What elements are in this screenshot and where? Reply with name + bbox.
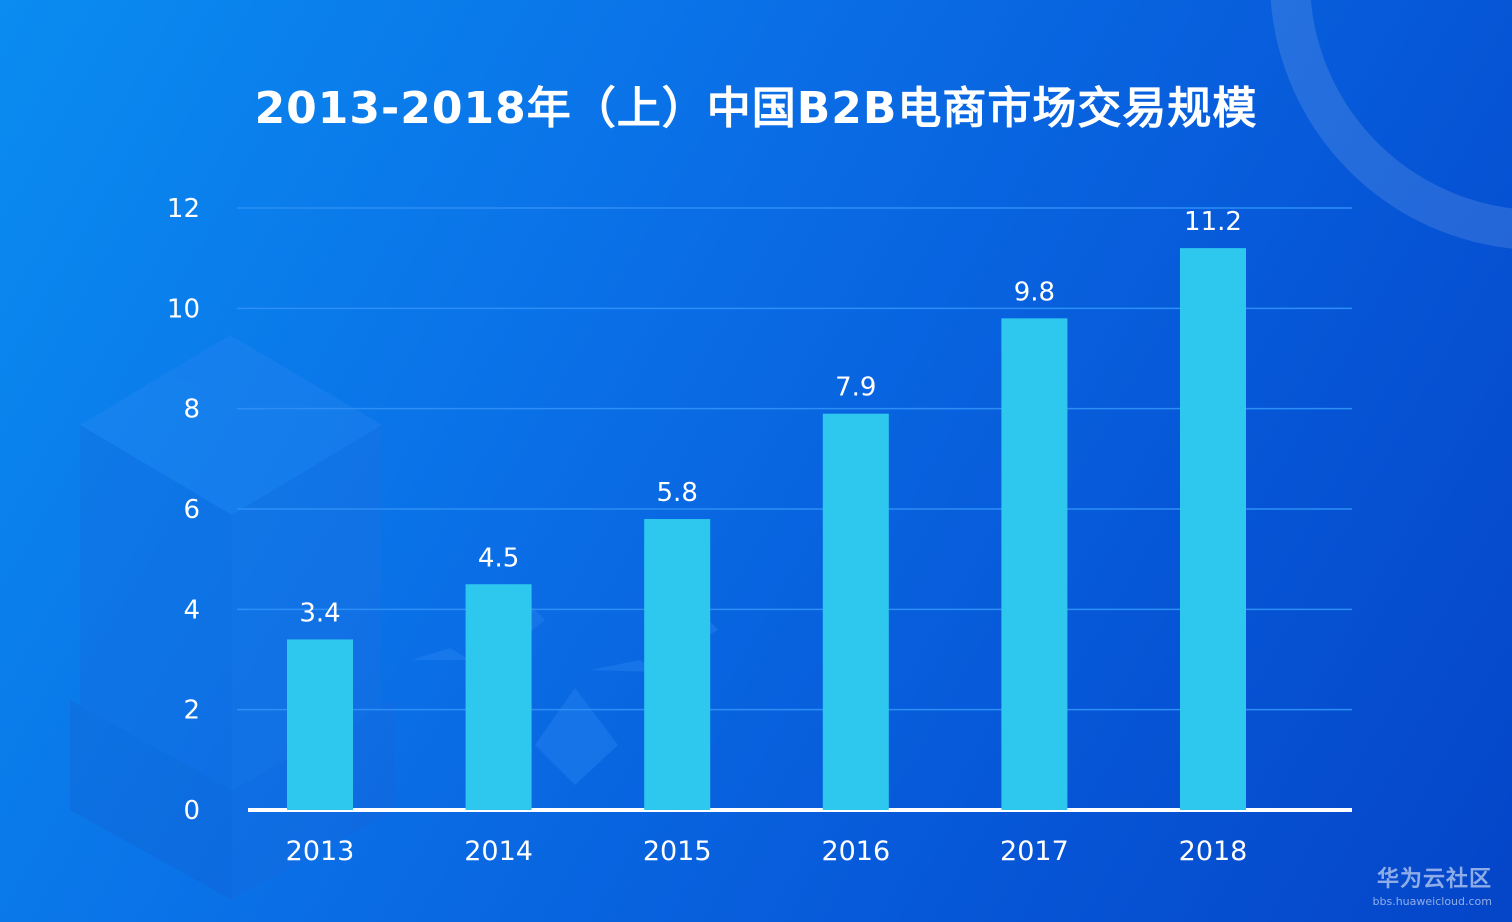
bar-value-label: 3.4 bbox=[299, 598, 340, 628]
bar bbox=[644, 519, 711, 810]
x-tick-label: 2015 bbox=[643, 836, 712, 867]
bar-value-label: 11.2 bbox=[1184, 207, 1242, 237]
bar bbox=[1001, 318, 1068, 810]
y-tick-label: 6 bbox=[183, 495, 200, 525]
x-tick-label: 2014 bbox=[464, 836, 533, 867]
watermark: 华为云社区 bbs.huaweicloud.com bbox=[1373, 861, 1492, 908]
watermark-brand: 华为云社区 bbox=[1376, 867, 1492, 892]
bar-value-label: 4.5 bbox=[478, 543, 519, 573]
x-tick-label: 2017 bbox=[1000, 836, 1069, 867]
y-tick-label: 12 bbox=[167, 194, 200, 224]
bar bbox=[822, 413, 889, 810]
chart-title: 2013-2018年（上）中国B2B电商市场交易规模 bbox=[254, 83, 1258, 134]
bar-value-label: 9.8 bbox=[1014, 277, 1055, 307]
x-tick-label: 2016 bbox=[821, 836, 890, 867]
y-tick-label: 2 bbox=[183, 696, 200, 726]
y-tick-label: 0 bbox=[183, 796, 200, 826]
y-tick-label: 4 bbox=[183, 595, 200, 625]
x-tick-label: 2018 bbox=[1179, 836, 1248, 867]
x-tick-label: 2013 bbox=[286, 836, 355, 867]
bar bbox=[465, 584, 532, 810]
bar-value-label: 5.8 bbox=[657, 478, 698, 508]
watermark-url: bbs.huaweicloud.com bbox=[1372, 895, 1492, 908]
y-tick-label: 10 bbox=[167, 294, 200, 324]
y-tick-label: 8 bbox=[183, 395, 200, 425]
bar bbox=[1180, 248, 1246, 811]
bar-value-label: 7.9 bbox=[835, 373, 876, 403]
bar bbox=[287, 639, 353, 810]
